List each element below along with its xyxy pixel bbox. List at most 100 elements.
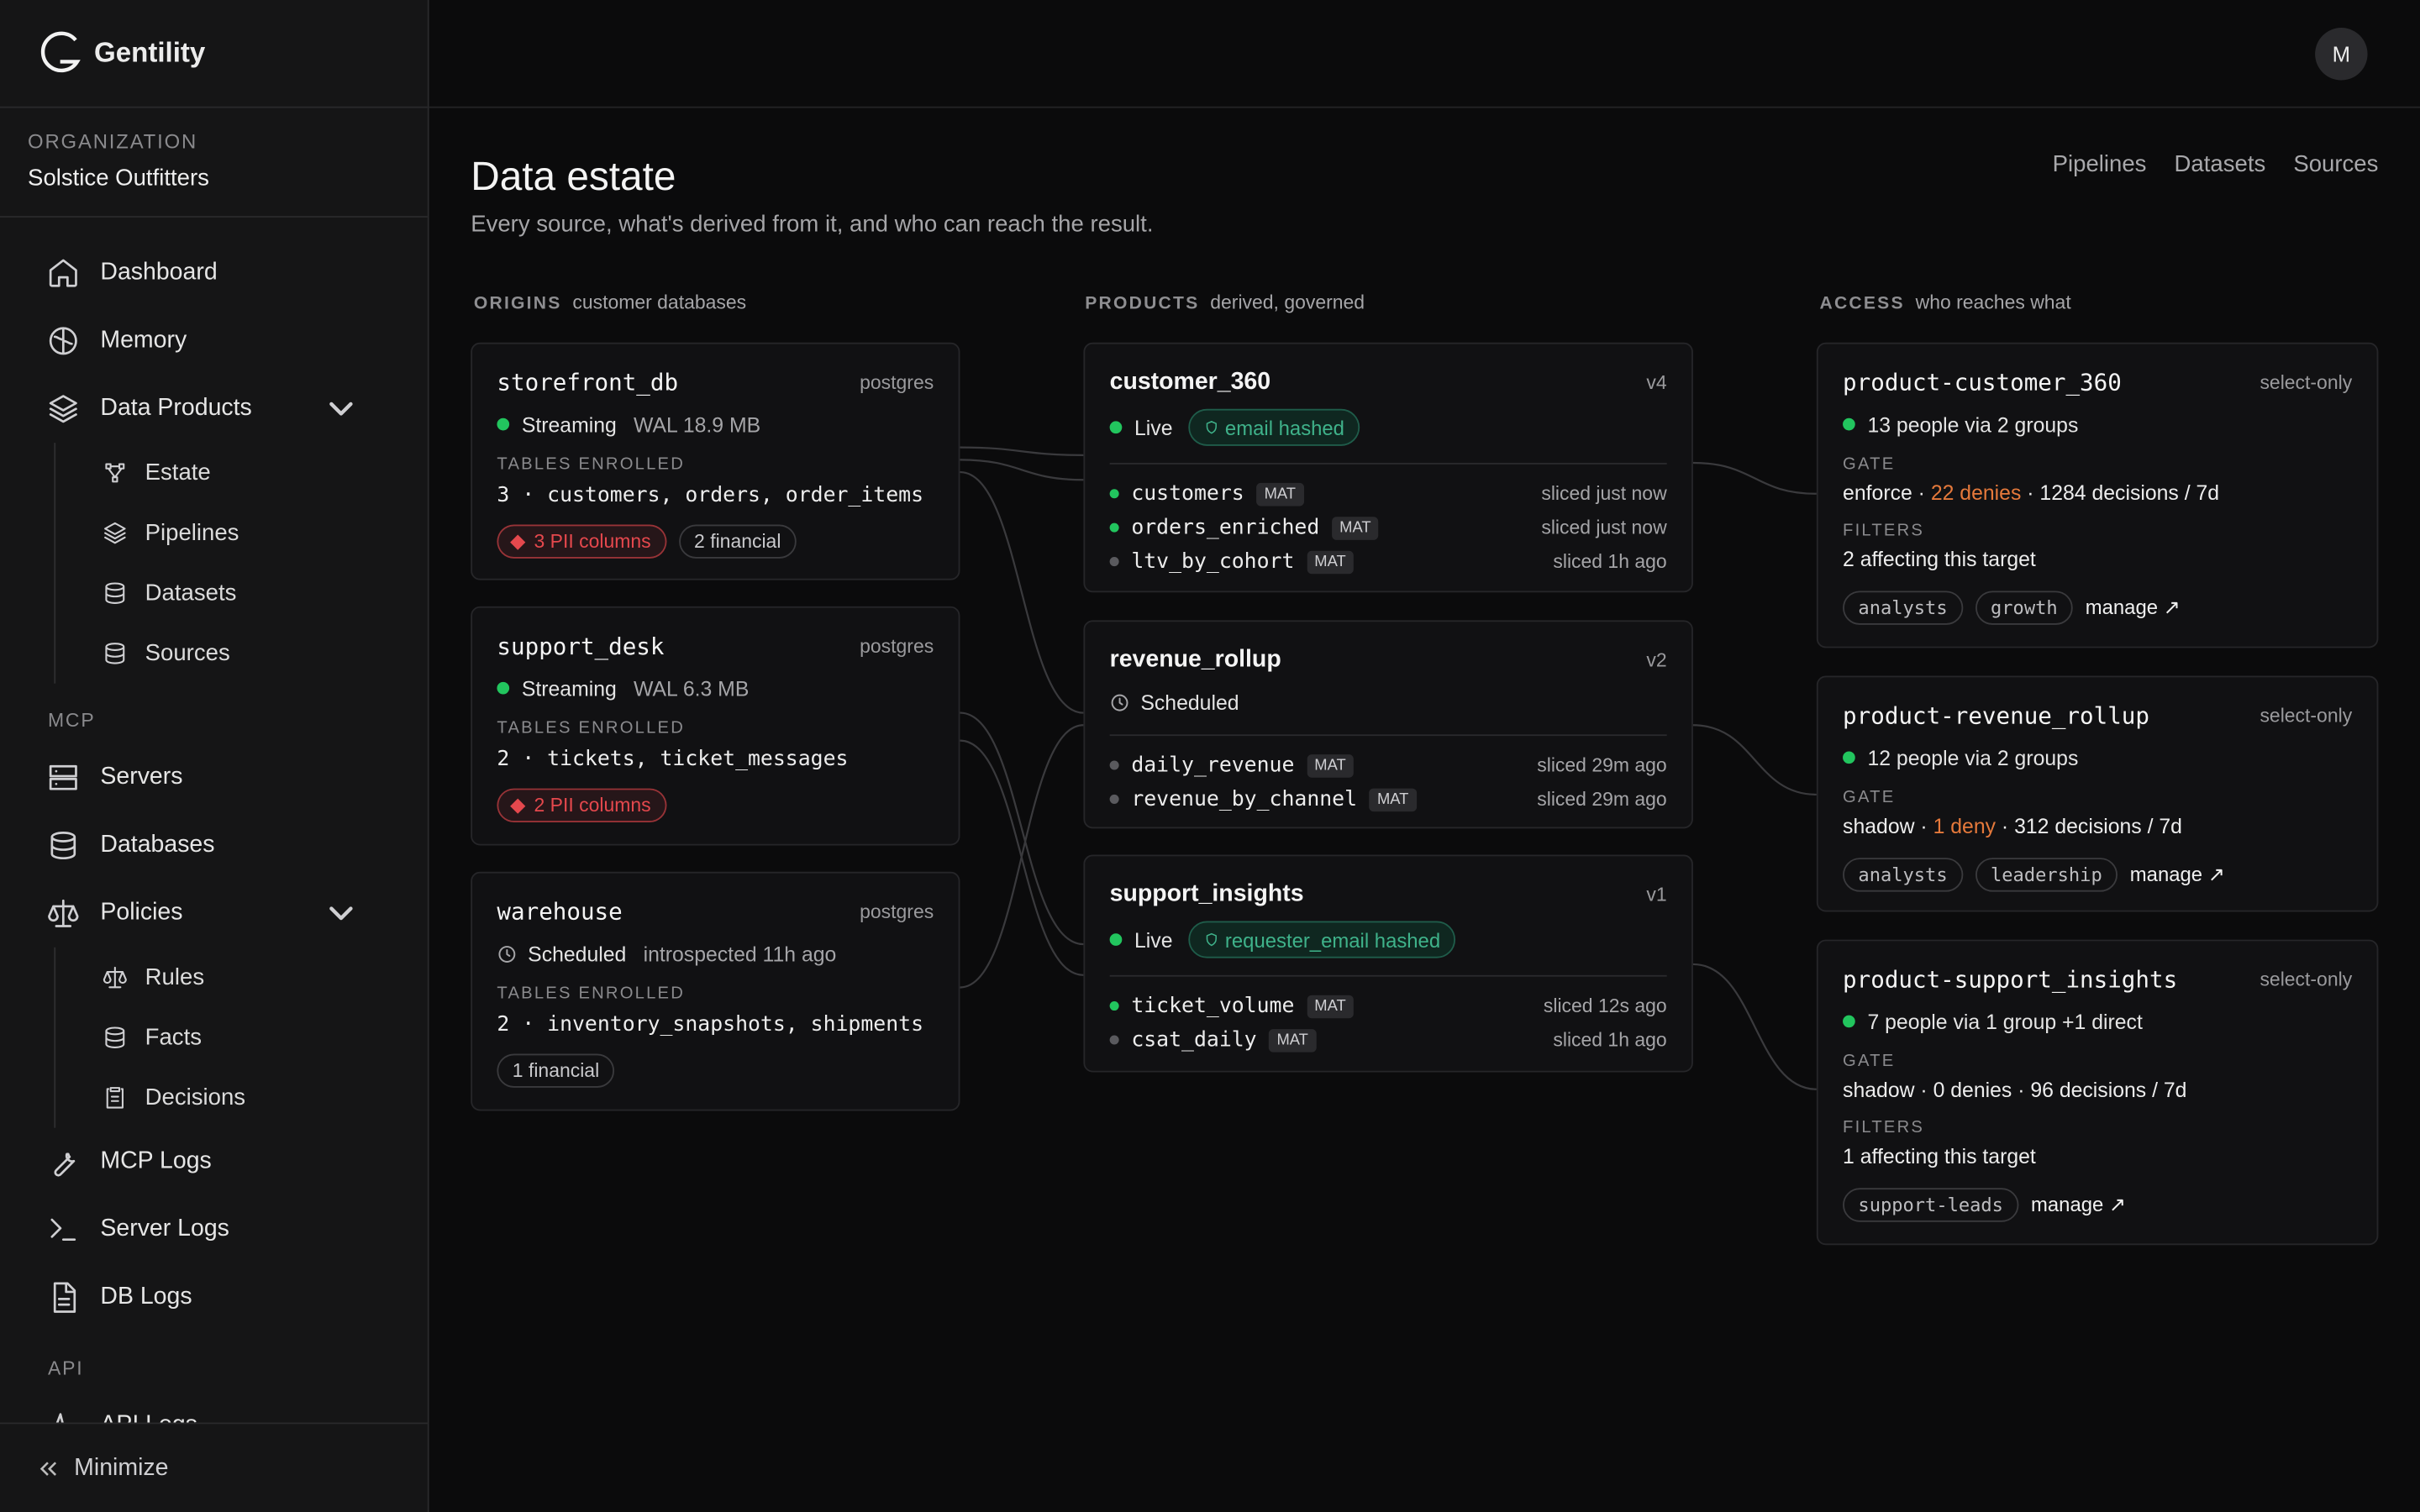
nav-label: Estate bbox=[145, 459, 211, 486]
column-hint: derived, governed bbox=[1210, 291, 1365, 313]
audience-dot bbox=[1843, 751, 1855, 764]
icon bbox=[53, 1282, 76, 1313]
nav-label: Servers bbox=[100, 764, 183, 790]
avatar[interactable]: M bbox=[2315, 28, 2368, 81]
card-header: product-customer_360 select-only bbox=[1843, 365, 2352, 399]
icon bbox=[49, 764, 77, 790]
nav-subitem[interactable]: Facts bbox=[55, 1007, 428, 1068]
nav-item[interactable]: Policies bbox=[0, 879, 428, 948]
gate-part: 22 denies bbox=[1930, 481, 2022, 505]
status: Scheduled bbox=[1110, 685, 1667, 719]
divider bbox=[0, 216, 428, 218]
nav-subitem[interactable]: Rules bbox=[55, 948, 428, 1008]
filters: 1 affecting this target bbox=[1843, 1144, 2036, 1168]
nav-item[interactable]: Data Products bbox=[0, 375, 428, 443]
nav-subitem[interactable]: Datasets bbox=[55, 563, 428, 623]
card-header: storefront_db postgres bbox=[497, 365, 934, 399]
nav-item[interactable]: Databases bbox=[0, 811, 428, 879]
nav-subitem[interactable]: Decisions bbox=[55, 1068, 428, 1128]
audience: 7 people via 1 group +1 direct bbox=[1843, 1005, 2352, 1038]
card-name: support_insights bbox=[1109, 880, 1304, 908]
output-dot bbox=[1109, 794, 1119, 804]
engine: postgres bbox=[860, 635, 934, 658]
org-label: ORGANIZATION bbox=[28, 129, 198, 153]
nav-subitem[interactable]: Pipelines bbox=[55, 503, 428, 564]
card-header: product-support_insights select-only bbox=[1843, 963, 2352, 996]
badge-text: 2 PII columns bbox=[534, 794, 651, 816]
nav-item[interactable]: DB Logs bbox=[0, 1263, 428, 1331]
output: ltv_by_cohort MAT sliced 1h ago bbox=[1109, 544, 1667, 578]
tab[interactable]: Datasets bbox=[2174, 151, 2266, 178]
minimize-label: Minimize bbox=[74, 1455, 169, 1482]
product-card: support_insights v1 Live requester_email ha… bbox=[1083, 854, 1693, 1073]
filters: 2 affecting this target bbox=[1843, 548, 2036, 571]
output: revenue_by_channel MAT sliced 29m ago bbox=[1109, 782, 1667, 816]
section-label: TABLES ENROLLED bbox=[497, 454, 686, 474]
page-title: Data estate bbox=[471, 152, 676, 199]
nav-label: Decisions bbox=[145, 1084, 246, 1111]
nav-label: MCP Logs bbox=[100, 1147, 212, 1174]
nav-subitem[interactable]: Sources bbox=[55, 623, 428, 684]
divider bbox=[429, 106, 2420, 108]
badge-text: 1 financial bbox=[512, 1059, 600, 1082]
badges: 3 PII columns 2 financial bbox=[497, 524, 934, 559]
section-label: FILTERS bbox=[1843, 521, 1925, 540]
tab[interactable]: Pipelines bbox=[2052, 151, 2147, 178]
icon bbox=[39, 1462, 57, 1476]
tab[interactable]: Sources bbox=[2293, 151, 2379, 178]
engine: postgres bbox=[860, 371, 934, 394]
column-label: ORIGINS bbox=[473, 294, 562, 313]
output-tag: MAT bbox=[1369, 787, 1417, 811]
nav-label: Rules bbox=[145, 963, 205, 991]
manage-link[interactable]: manage ↗ bbox=[2030, 1192, 2126, 1216]
divider bbox=[1109, 734, 1667, 737]
status: Streaming WAL 18.9 MB bbox=[497, 407, 934, 441]
output: orders_enriched MAT sliced just now bbox=[1109, 511, 1667, 544]
badge-icon bbox=[510, 797, 526, 813]
output-name: revenue_by_channel bbox=[1131, 786, 1358, 812]
status-detail: WAL 18.9 MB bbox=[634, 412, 761, 436]
pill-text: email hashed bbox=[1224, 416, 1344, 439]
origin-card: storefront_db postgres Streaming WAL 18.9 M… bbox=[471, 342, 960, 580]
outputs: customers MAT sliced just now orders_enrich… bbox=[1109, 477, 1667, 579]
card-name: warehouse bbox=[497, 897, 623, 927]
nav-section-label: MCP bbox=[47, 709, 96, 732]
freshness: sliced just now bbox=[1541, 482, 1667, 505]
column-header: ORIGINS customer databases bbox=[474, 291, 746, 313]
icon bbox=[49, 395, 77, 423]
minimize[interactable]: Minimize bbox=[0, 1422, 428, 1512]
nav-label: Datasets bbox=[145, 580, 237, 606]
output-tag: MAT bbox=[1307, 994, 1354, 1018]
audience-text: 7 people via 1 group +1 direct bbox=[1867, 1010, 2143, 1033]
icon bbox=[49, 259, 77, 287]
badges: 2 PII columns bbox=[497, 788, 934, 822]
nav-item[interactable]: Dashboard bbox=[0, 239, 428, 307]
nav-item[interactable]: MCP Logs bbox=[0, 1128, 428, 1196]
icon bbox=[103, 966, 127, 989]
nav-subitem[interactable]: Estate bbox=[55, 443, 428, 503]
nav-item[interactable]: API Logs bbox=[0, 1392, 428, 1423]
badges: 1 financial bbox=[497, 1053, 934, 1088]
status: Live email hashed bbox=[1109, 407, 1667, 448]
nav-label: Data Products bbox=[100, 395, 252, 422]
manage-link[interactable]: manage ↗ bbox=[2129, 862, 2225, 886]
version: v4 bbox=[1646, 371, 1667, 394]
status-text: Streaming bbox=[521, 412, 617, 436]
audience-dot bbox=[1843, 1015, 1855, 1028]
lineage-link bbox=[960, 446, 1084, 456]
divider bbox=[1109, 974, 1667, 977]
card-header: support_insights v1 bbox=[1110, 878, 1667, 911]
output-name: daily_revenue bbox=[1131, 753, 1295, 778]
nav-item[interactable]: Servers bbox=[0, 743, 428, 811]
manage-link[interactable]: manage ↗ bbox=[2085, 595, 2181, 619]
output: csat_daily MAT sliced 1h ago bbox=[1109, 1023, 1667, 1057]
badge-text: 2 financial bbox=[694, 530, 781, 553]
output-name: orders_enriched bbox=[1131, 515, 1320, 540]
card-name: product-revenue_rollup bbox=[1843, 701, 2149, 730]
nav-item[interactable]: Server Logs bbox=[0, 1195, 428, 1263]
nav-item[interactable]: Memory bbox=[0, 307, 428, 375]
nav-label: Dashboard bbox=[100, 259, 218, 286]
access-card: product-customer_360 select-only 13 people… bbox=[1816, 342, 2379, 648]
